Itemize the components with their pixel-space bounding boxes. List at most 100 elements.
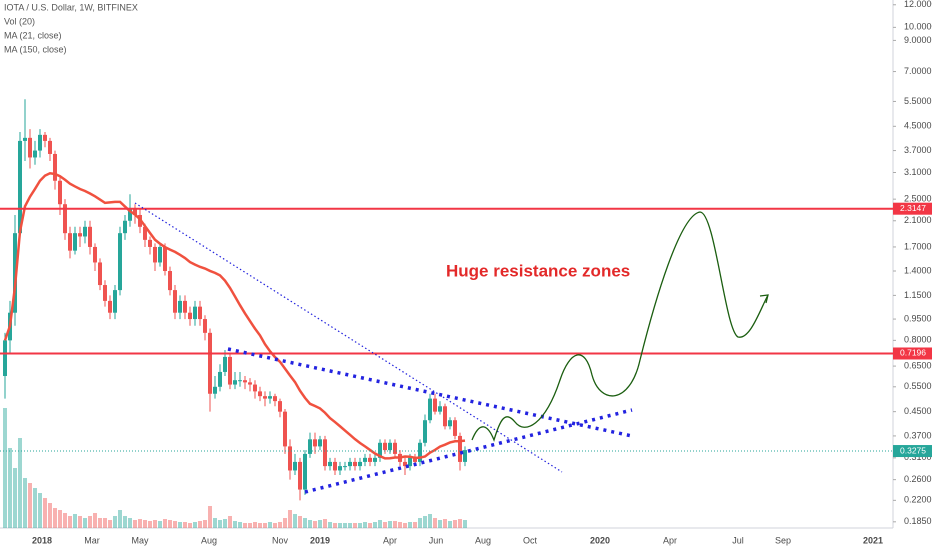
- volume-bar: [123, 516, 127, 528]
- candle-body: [153, 246, 157, 263]
- projection-arrow: [759, 294, 769, 304]
- candle-body: [258, 391, 262, 397]
- candle-body: [208, 332, 212, 394]
- candle-body: [93, 246, 97, 263]
- volume-bar: [298, 516, 302, 528]
- y-tick-label: 0.8000: [904, 335, 932, 345]
- candle-body: [403, 461, 407, 467]
- candle-body: [118, 233, 122, 291]
- candle-body: [163, 246, 167, 272]
- candle-body: [278, 401, 282, 412]
- volume-bar: [373, 522, 377, 528]
- volume-bar: [338, 523, 342, 528]
- candle-body: [248, 382, 252, 385]
- volume-bar: [283, 518, 287, 528]
- volume-bar: [313, 521, 317, 528]
- volume-bar: [198, 521, 202, 528]
- volume-bar: [398, 522, 402, 528]
- trend-line-thin: [134, 202, 563, 473]
- y-tick-label: 0.2200: [904, 495, 932, 505]
- volume-bar: [173, 521, 177, 528]
- volume-bar: [333, 523, 337, 528]
- volume-bar: [133, 520, 137, 528]
- candle-body: [268, 396, 272, 399]
- candle-body: [423, 420, 427, 443]
- y-tick-label: 0.1850: [904, 516, 932, 526]
- candle-body: [388, 442, 392, 451]
- volume-bar: [203, 520, 207, 528]
- candle-body: [233, 380, 237, 385]
- candle-body: [458, 435, 462, 462]
- candle-body: [158, 246, 162, 263]
- y-tick-label: 2.5000: [904, 194, 932, 204]
- volume-bar: [8, 448, 12, 528]
- volume-bar: [443, 519, 447, 528]
- candle-body: [173, 290, 177, 313]
- volume-bar: [428, 514, 432, 528]
- y-tick-label: 0.2600: [904, 474, 932, 484]
- price-tag-label: 0.3275: [900, 445, 926, 455]
- volume-bar: [323, 519, 327, 528]
- candle-body: [308, 439, 312, 454]
- candle-body: [53, 153, 57, 181]
- candle-body: [193, 306, 197, 320]
- volume-bar: [178, 522, 182, 528]
- candle-body: [463, 450, 467, 462]
- candle-body: [288, 446, 292, 471]
- candle-body: [298, 461, 302, 490]
- candle-body: [183, 300, 187, 313]
- candle-body: [213, 386, 217, 394]
- projection-curve: [471, 211, 769, 442]
- candle-body: [343, 466, 347, 468]
- volume-bar: [438, 520, 442, 528]
- candle-body: [453, 420, 457, 436]
- price-tag: [893, 202, 932, 215]
- candle-body: [238, 380, 242, 382]
- candle-body: [313, 439, 317, 447]
- y-tick-label: 0.3700: [904, 430, 932, 440]
- volume-bar: [348, 523, 352, 528]
- candle-body: [323, 439, 327, 467]
- volume-bar: [163, 519, 167, 528]
- candle-body: [68, 233, 72, 251]
- candle-body: [38, 134, 42, 151]
- candle-body: [428, 398, 432, 421]
- volume-bar: [98, 518, 102, 528]
- candle-body: [293, 461, 297, 471]
- volume-bar: [68, 516, 72, 528]
- volume-bar: [393, 521, 397, 528]
- indicator-label: MA (150, close): [4, 44, 67, 54]
- y-tick-label: 1.7000: [904, 241, 932, 251]
- volume-bar: [113, 516, 117, 528]
- overlay-layer: [0, 172, 893, 460]
- price-tag-label: 2.3147: [900, 203, 926, 213]
- candle-body: [178, 300, 182, 313]
- candle-body: [48, 140, 52, 154]
- volume-bar: [448, 521, 452, 528]
- volume-bar: [28, 483, 32, 528]
- candle-body: [273, 396, 277, 402]
- indicator-label: MA (21, close): [4, 30, 62, 40]
- candle-body: [348, 461, 352, 467]
- trend-line-upper: [227, 347, 633, 438]
- volume-bar: [278, 522, 282, 528]
- volume-bar: [378, 520, 382, 528]
- volume-bar: [258, 523, 262, 528]
- candle-body: [433, 398, 437, 412]
- candle-body: [413, 457, 417, 462]
- price-tag: [893, 347, 932, 360]
- x-tick-label: 2021: [863, 535, 883, 545]
- volume-bar: [158, 521, 162, 528]
- candle-body: [218, 371, 222, 387]
- x-tick-label: Apr: [663, 535, 677, 545]
- candle-body: [83, 226, 87, 237]
- candle-body: [63, 204, 67, 234]
- candle-body: [328, 461, 332, 467]
- volume-bar: [233, 521, 237, 528]
- candle-body: [43, 134, 47, 141]
- candle-body: [393, 442, 397, 454]
- volume-bar: [293, 514, 297, 528]
- candle-body: [3, 340, 7, 377]
- candle-body: [363, 457, 367, 462]
